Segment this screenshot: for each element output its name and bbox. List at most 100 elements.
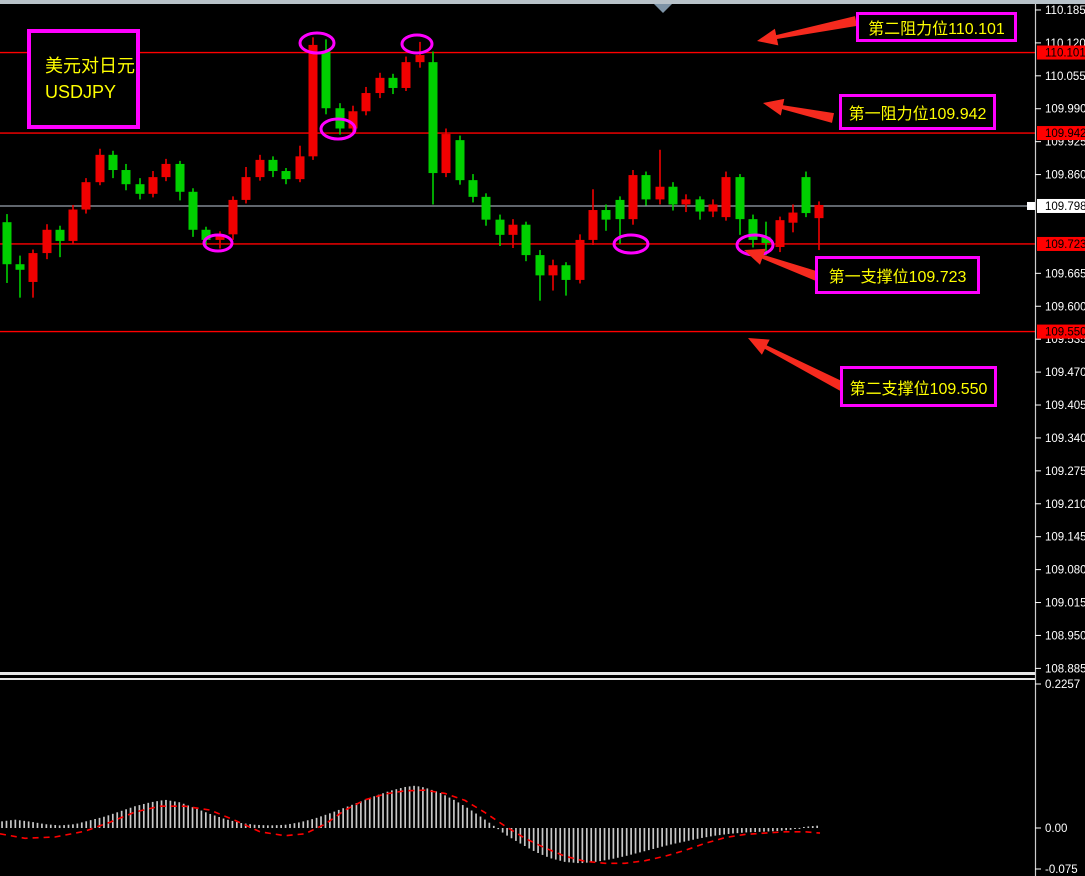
axis-price-tag	[1037, 126, 1085, 141]
axis-label: 109.275	[1045, 466, 1085, 478]
indicator-histogram-bar	[151, 801, 154, 828]
indicator-histogram-bar	[227, 819, 229, 828]
axis-label: 109.550	[1045, 327, 1085, 339]
panel-separator[interactable]	[0, 672, 1085, 675]
candle-body	[535, 255, 545, 276]
indicator-histogram-bar	[776, 828, 779, 832]
indicator-histogram-bar	[41, 823, 43, 828]
axis-label: 110.055	[1045, 71, 1085, 83]
indicator-histogram-bar	[191, 807, 194, 828]
indicator-histogram-bar	[466, 807, 469, 828]
indicator-histogram-bar	[758, 828, 761, 832]
axis-label: 110.185	[1045, 5, 1085, 17]
indicator-histogram-bar	[368, 797, 371, 828]
indicator-histogram-bar	[36, 822, 39, 828]
indicator-histogram-bar	[235, 822, 238, 828]
indicator-histogram-bar	[590, 828, 593, 863]
indicator-histogram-bar	[541, 828, 544, 855]
candle-body	[321, 51, 331, 109]
indicator-histogram-bar	[204, 812, 207, 828]
annotation-arrow[interactable]	[763, 98, 834, 123]
candle-body	[801, 177, 811, 214]
chart-shift-marker-icon[interactable]	[654, 4, 672, 13]
indicator-histogram-bar	[5, 820, 8, 828]
resistance1-label-box[interactable]: 第一阻力位109.942	[839, 94, 996, 130]
indicator-histogram-bar	[98, 817, 101, 828]
annotation-arrow[interactable]	[748, 338, 850, 394]
candle-body	[388, 77, 398, 88]
candle-body	[348, 111, 358, 129]
candle-body	[601, 210, 611, 220]
highlight-ellipse[interactable]	[319, 117, 357, 141]
symbol-name: USDJPY	[45, 82, 117, 102]
symbol-label-box[interactable]: 美元对日元 USDJPY	[27, 29, 140, 129]
indicator-histogram-bar	[470, 810, 473, 828]
indicator-histogram-bar	[58, 825, 61, 828]
indicator-histogram-bar	[803, 826, 805, 828]
indicator-histogram-bar	[488, 822, 491, 828]
indicator-histogram-bar	[550, 828, 553, 859]
indicator-histogram-bar	[80, 822, 83, 828]
candle-body	[295, 156, 305, 180]
indicator-histogram-bar	[134, 806, 136, 828]
candle-body	[761, 236, 771, 243]
indicator-histogram-bar	[404, 786, 407, 828]
indicator-histogram-bar	[253, 824, 256, 828]
indicator-histogram-bar	[67, 824, 70, 828]
indicator-histogram-bar	[275, 825, 278, 828]
annotation-arrow[interactable]	[744, 248, 824, 283]
indicator-histogram-bar	[568, 828, 570, 863]
annotation-arrow[interactable]	[757, 16, 857, 46]
indicator-histogram-bar	[807, 826, 810, 828]
indicator-histogram-bar	[714, 828, 717, 836]
support1-label-box[interactable]: 第一支撑位109.723	[815, 256, 980, 294]
axis-label: 109.942	[1045, 128, 1085, 140]
support2-label-box[interactable]: 第二支撑位109.550	[840, 366, 997, 407]
axis-label: 109.340	[1045, 433, 1085, 445]
indicator-histogram-bar	[32, 822, 34, 828]
indicator-histogram-bar	[337, 809, 340, 828]
candle-body	[708, 204, 718, 212]
indicator-histogram-bar	[435, 791, 438, 828]
indicator-histogram-bar	[457, 802, 460, 828]
candle-body	[281, 171, 291, 180]
candle-body	[188, 191, 198, 230]
axis-panel[interactable]	[1035, 0, 1085, 876]
highlight-ellipse[interactable]	[298, 31, 336, 55]
indicator-histogram-bar	[745, 828, 748, 833]
indicator-histogram-bar	[492, 825, 495, 828]
highlight-ellipse[interactable]	[202, 233, 234, 253]
indicator-histogram-bar	[563, 828, 566, 862]
indicator-histogram-bar	[430, 789, 433, 828]
indicator-histogram-bar	[643, 828, 646, 852]
indicator-histogram-bar	[718, 828, 721, 836]
candle-body	[201, 229, 211, 240]
indicator-histogram-bar	[749, 828, 752, 833]
indicator-histogram-bar	[811, 826, 814, 828]
indicator-histogram-bar	[360, 801, 362, 828]
indicator-histogram-bar	[262, 825, 265, 828]
candle-body	[814, 204, 824, 219]
indicator-histogram-bar	[386, 791, 389, 828]
indicator-histogram-bar	[678, 828, 681, 843]
indicator-histogram-bar	[351, 804, 353, 828]
indicator-histogram-bar	[448, 797, 451, 828]
highlight-ellipse[interactable]	[612, 233, 650, 255]
indicator-histogram-bar	[523, 828, 526, 847]
panel-separator[interactable]	[0, 678, 1085, 680]
indicator-histogram-bar	[652, 828, 655, 849]
candle-body	[641, 175, 651, 200]
indicator-histogram-bar	[727, 828, 730, 834]
candle-body	[121, 170, 131, 185]
highlight-ellipse[interactable]	[400, 33, 434, 55]
indicator-histogram-bar	[333, 811, 336, 828]
axis-label: 109.210	[1045, 499, 1085, 511]
candle-body	[735, 177, 745, 220]
axis-price-tag	[1037, 198, 1085, 213]
axis-label: 108.950	[1045, 630, 1085, 642]
axis-price-tag	[1037, 236, 1085, 251]
resistance2-label-box[interactable]: 第二阻力位110.101	[856, 12, 1017, 42]
candle-body	[228, 199, 238, 235]
indicator-histogram-bar	[399, 788, 402, 828]
